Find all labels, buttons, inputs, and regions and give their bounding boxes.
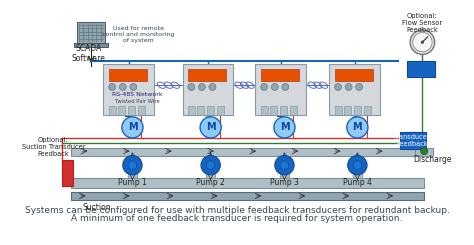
Bar [62, 160, 73, 186]
Circle shape [130, 84, 137, 90]
Bar [261, 106, 268, 115]
Bar [71, 147, 415, 156]
Bar [103, 64, 155, 115]
Circle shape [271, 84, 278, 90]
Circle shape [347, 117, 368, 138]
Bar [261, 69, 300, 81]
Bar [128, 156, 137, 178]
Circle shape [410, 30, 435, 54]
Text: A minimum of one feedback transducer is required for system operation.: A minimum of one feedback transducer is … [71, 214, 403, 223]
Text: Pump 3: Pump 3 [270, 178, 299, 187]
Circle shape [274, 117, 295, 138]
Circle shape [353, 161, 362, 170]
Bar [344, 106, 351, 115]
Circle shape [345, 84, 352, 90]
Bar [280, 106, 287, 115]
Polygon shape [350, 138, 365, 178]
Circle shape [356, 84, 363, 90]
Bar [188, 106, 195, 115]
Circle shape [198, 84, 205, 90]
Bar [109, 69, 147, 81]
Bar [270, 106, 277, 115]
Bar [77, 22, 105, 43]
Text: Pump 4: Pump 4 [343, 178, 372, 187]
Text: RS-485 Network: RS-485 Network [112, 92, 163, 97]
Bar [329, 64, 380, 115]
Bar [280, 156, 289, 178]
Bar [109, 106, 116, 115]
Text: M: M [353, 122, 362, 132]
Text: Systems can be configured for use with multiple feedback transducers for redunda: Systems can be configured for use with m… [25, 206, 449, 215]
Bar [71, 178, 424, 188]
Circle shape [348, 156, 367, 175]
Text: Suction: Suction [83, 203, 111, 212]
Bar [335, 106, 342, 115]
Polygon shape [204, 138, 218, 178]
Text: SCADA
Software: SCADA Software [72, 44, 105, 63]
Circle shape [188, 84, 195, 90]
Circle shape [421, 41, 424, 43]
Circle shape [200, 117, 221, 138]
Bar [354, 106, 361, 115]
Bar [364, 106, 371, 115]
Bar [71, 192, 424, 200]
Text: Twisted Pair Wire: Twisted Pair Wire [115, 98, 160, 104]
Bar [138, 106, 145, 115]
Bar [400, 132, 426, 149]
Bar [407, 61, 435, 77]
Polygon shape [126, 138, 139, 178]
Circle shape [420, 147, 428, 155]
Text: M: M [280, 122, 289, 132]
Circle shape [201, 156, 220, 175]
Circle shape [119, 84, 126, 90]
Bar [128, 106, 135, 115]
Bar [335, 69, 373, 81]
Text: M: M [206, 122, 216, 132]
Bar [182, 64, 234, 115]
Text: Pump 1: Pump 1 [118, 178, 147, 187]
Polygon shape [277, 138, 292, 178]
Bar [353, 156, 362, 178]
Circle shape [123, 156, 142, 175]
Text: Discharge: Discharge [414, 155, 452, 164]
Circle shape [109, 84, 116, 90]
Text: Transducer
Feedback: Transducer Feedback [394, 134, 431, 147]
Circle shape [280, 161, 289, 170]
Text: M: M [128, 122, 137, 132]
Bar [415, 147, 433, 156]
Bar [198, 106, 204, 115]
Bar [255, 64, 306, 115]
Text: Pump 2: Pump 2 [196, 178, 225, 187]
Circle shape [275, 156, 294, 175]
Circle shape [335, 84, 342, 90]
Bar [74, 43, 108, 48]
Bar [217, 106, 224, 115]
Bar [188, 69, 227, 81]
Bar [206, 156, 215, 178]
Text: Optional:
Flow Sensor
Feedback: Optional: Flow Sensor Feedback [402, 13, 442, 33]
Bar [207, 106, 214, 115]
Text: Used for remote
control and monitoring
of system: Used for remote control and monitoring o… [102, 26, 175, 43]
Bar [290, 106, 297, 115]
Circle shape [128, 161, 137, 170]
Circle shape [209, 84, 216, 90]
Text: Optional:
Suction Transducer
Feedback: Optional: Suction Transducer Feedback [22, 137, 85, 157]
Circle shape [206, 161, 215, 170]
Circle shape [282, 84, 289, 90]
Bar [118, 106, 126, 115]
Circle shape [261, 84, 268, 90]
Circle shape [122, 117, 143, 138]
Circle shape [413, 33, 432, 52]
